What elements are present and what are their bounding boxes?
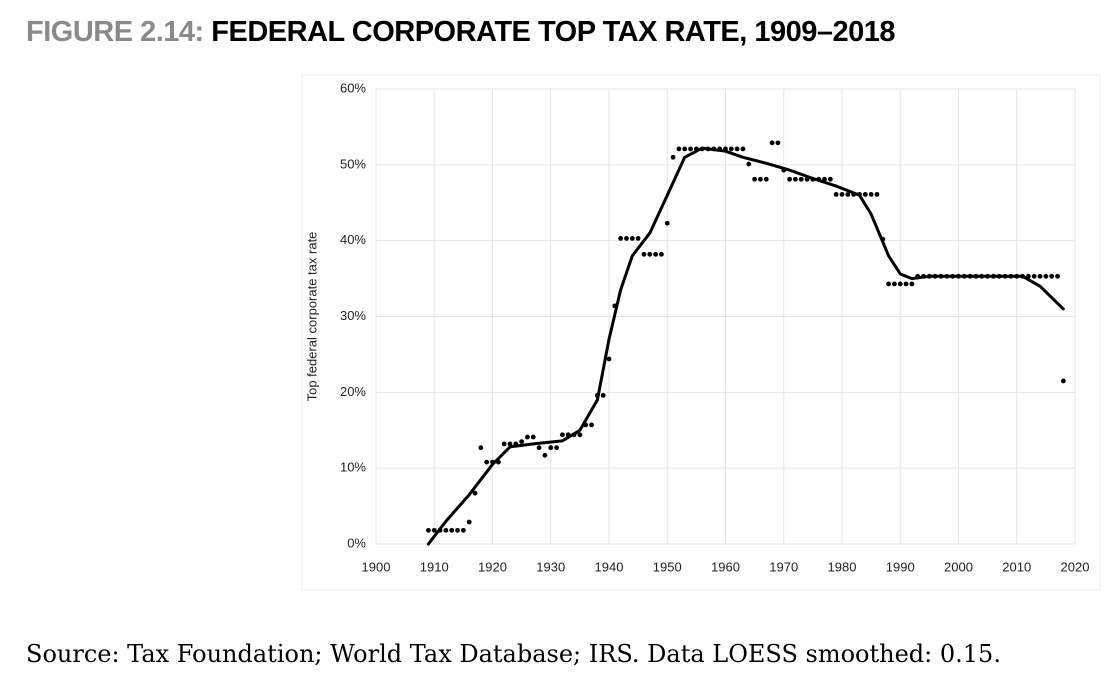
data-point [548,445,554,451]
data-point [740,146,746,152]
data-point [501,441,507,447]
x-tick-label: 1980 [828,559,857,574]
data-point [897,281,903,287]
data-point [560,432,565,438]
data-point [589,422,594,428]
data-point [1037,273,1043,279]
data-point [1031,273,1037,279]
data-point [600,392,606,398]
figure-label: FIGURE 2.14: [26,16,204,48]
data-point [734,146,740,152]
data-point [827,176,833,182]
data-point [728,146,734,152]
data-point [670,154,676,160]
data-point [868,192,874,197]
data-point [426,527,431,533]
y-tick-label: 60% [340,80,366,95]
smoothed-line [426,146,1065,546]
data-point [478,445,484,451]
x-tick-label: 1940 [595,559,624,574]
data-point [874,192,880,197]
data-point [443,527,449,533]
data-point [507,441,513,447]
data-point [1043,273,1049,279]
data-point [886,281,891,287]
y-tick-label: 30% [340,308,366,323]
data-point [618,235,624,241]
data-point [909,281,915,287]
data-point [472,490,478,496]
data-point [606,356,612,362]
data-point [763,176,769,182]
data-point [624,235,629,241]
x-tick-label: 1960 [711,559,740,574]
data-point [892,281,897,287]
data-point [845,192,851,197]
data-point [793,176,798,182]
x-tick-label: 1910 [420,559,449,574]
data-point [647,251,653,257]
x-tick-label: 2020 [1061,559,1090,574]
data-point [769,140,775,146]
data-point [839,192,845,197]
x-tick-label: 1990 [886,559,915,574]
data-point [577,432,583,438]
data-point [542,452,548,458]
data-point [1060,378,1066,384]
chart: 0% 10% 20% 30% 40% 50% 60% 1900 1910 1920 1930 1940… [301,74,1101,591]
data-point [862,192,868,197]
data-point [455,527,460,533]
data-point [833,192,839,197]
x-tick-label: 2010 [1002,559,1031,574]
data-point [641,251,647,257]
title: FEDERAL CORPORATE TOP TAX RATE, 1909–201… [211,16,896,48]
data-point [554,445,559,451]
data-point [530,434,536,440]
x-tick-label: 1920 [478,559,507,574]
x-tick-label: 2000 [944,559,973,574]
data-point [525,434,530,440]
data-point [787,176,792,182]
x-tick-label: 1950 [653,559,682,574]
plot-frame [301,74,1101,591]
data-point [519,439,525,445]
data-point [635,235,641,241]
data-point [798,176,804,182]
data-point [1055,273,1060,279]
x-tick-label: 1970 [769,559,798,574]
y-tick-label: 10% [340,460,366,475]
data-point [536,445,542,451]
data-point [629,235,635,241]
y-tick-label: 40% [340,232,366,247]
x-tick-label: 1930 [536,559,565,574]
y-tick-label: 0% [347,535,366,550]
data-point [653,251,658,257]
data-point [903,281,909,287]
x-tick-label: 1900 [362,559,391,574]
data-point [775,140,781,146]
y-tick-label: 50% [340,156,366,171]
data-point [688,146,693,152]
data-point [682,146,688,152]
data-point [1049,273,1055,279]
y-tick-label: 20% [340,384,366,399]
figure-title: FIGURE 2.14: FEDERAL CORPORATE TOP TAX R… [26,16,896,49]
y-axis-label: Top federal corporate tax rate [304,232,319,402]
data-point [758,176,763,182]
data-point [746,161,752,167]
source-note: Source: Tax Foundation; World Tax Databa… [26,640,1001,668]
data-point [466,519,472,525]
data-point [484,459,490,465]
data-point [664,220,670,226]
data-point [449,527,455,533]
data-point [752,176,758,182]
data-point [431,527,437,533]
data-point [460,527,466,533]
data-point [676,146,682,152]
data-point [659,251,664,257]
